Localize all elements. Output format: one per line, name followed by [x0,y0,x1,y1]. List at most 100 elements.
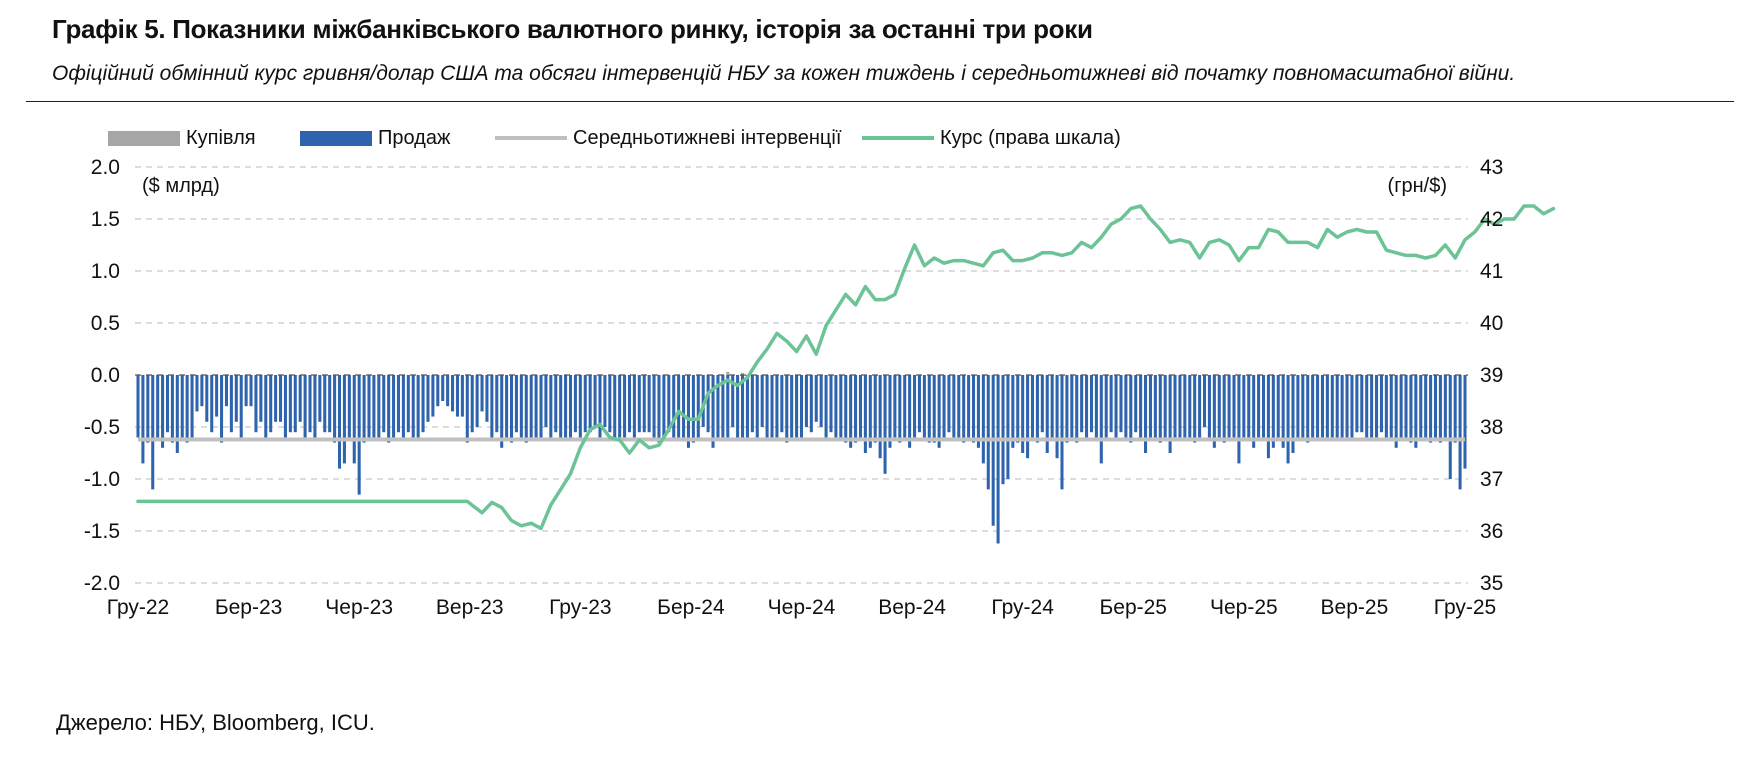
sales-bar [686,375,690,448]
sales-bar [475,375,479,427]
sales-bar [1443,375,1447,438]
sales-bar [156,375,160,438]
sales-bar [701,375,705,427]
sales-bar [608,375,612,433]
sales-bar [352,375,356,464]
sales-bar [858,375,863,438]
sales-bar [785,375,789,443]
sales-bar [239,375,243,438]
sales-bar [1080,375,1084,433]
sales-bar [981,375,985,464]
legend-item-sales: Продаж [300,126,450,150]
sales-bar [1222,375,1226,443]
sales-bar [1453,375,1457,443]
sales-bar [750,375,754,433]
sales-bar [1035,375,1039,443]
sales-bar [996,375,1000,544]
sales-bar [583,375,587,433]
sales-bar [549,375,553,438]
sales-bar [220,375,224,443]
sales-bar [1021,375,1025,453]
sales-bar [421,375,425,433]
sales-bar [328,375,332,433]
sales-bar [1340,375,1344,438]
sales-bar [947,375,951,433]
sales-bar [298,375,302,422]
sales-bar [598,375,602,438]
sales-bar [1247,375,1251,438]
sales-bar [1311,375,1315,438]
sales-bar [1325,375,1329,438]
sales-bar [249,375,253,407]
sales-bar [1153,375,1157,438]
sales-bar [1232,375,1236,438]
sales-bar [854,375,858,443]
right-tick-label: 37 [1480,468,1503,491]
sales-bar [667,375,671,433]
sales-bar [372,375,376,438]
sales-bar [1257,375,1261,438]
left-axis-unit: ($ млрд) [142,175,220,197]
sales-bar [1424,375,1428,438]
sales-bar [1389,375,1393,438]
sales-bar [1360,375,1364,433]
sales-bar [883,375,887,474]
sales-bar [844,375,848,443]
sales-bar [1109,375,1113,433]
sales-bar [917,375,921,433]
sales-bar [711,375,715,448]
sales-bar [952,375,956,438]
sales-bar [1040,375,1044,433]
sales-bar [180,375,184,438]
sales-bar [392,375,396,438]
sales-bar [578,375,582,438]
x-tick-label: Чер-24 [768,596,836,619]
sales-bar [829,375,833,433]
sales-bar [809,375,813,433]
sales-bar [1266,375,1270,459]
sales-bar [519,375,523,438]
sales-bar [1085,375,1089,438]
sales-bar [682,375,686,438]
sales-bar [888,375,892,448]
sales-bar [868,375,872,448]
sales-bar [898,375,902,443]
sales-bar [1429,375,1433,443]
sales-bar [721,375,725,438]
sales-bar [799,375,804,438]
sales-bar [1252,375,1256,448]
sales-bar [1384,375,1388,438]
sales-bar [416,375,420,438]
sales-bar [396,375,401,433]
chart-title: Графік 5. Показники міжбанківського валю… [52,14,1093,44]
sales-bar [460,375,464,417]
sales-bar [1188,375,1192,438]
sales-bar [485,375,489,422]
sales-bar [136,375,140,438]
sales-bar [234,375,238,422]
sales-bar [229,375,233,433]
sales-bar [967,375,971,438]
sales-bar [775,375,779,438]
sales-bar [1448,375,1452,479]
sales-bar [1006,375,1010,479]
sales-bar [554,375,558,433]
sales-bar [706,375,710,433]
sales-bar [1016,375,1020,443]
sales-bar [362,375,366,443]
x-tick-label: Чер-25 [1210,596,1278,619]
sales-bar [691,375,695,443]
sales-bar [401,375,405,438]
sales-bar [1001,375,1005,485]
sales-bar [726,375,730,438]
sales-bar [470,375,474,433]
sales-bar [696,375,700,438]
sales-bar [446,375,450,407]
right-tick-label: 42 [1480,208,1503,231]
title-divider [26,101,1734,102]
sales-bar [745,375,749,438]
sales-bar [1026,375,1030,459]
sales-bar [505,375,509,438]
sales-bar [1094,375,1098,438]
x-tick-label: Гру-23 [549,596,612,619]
